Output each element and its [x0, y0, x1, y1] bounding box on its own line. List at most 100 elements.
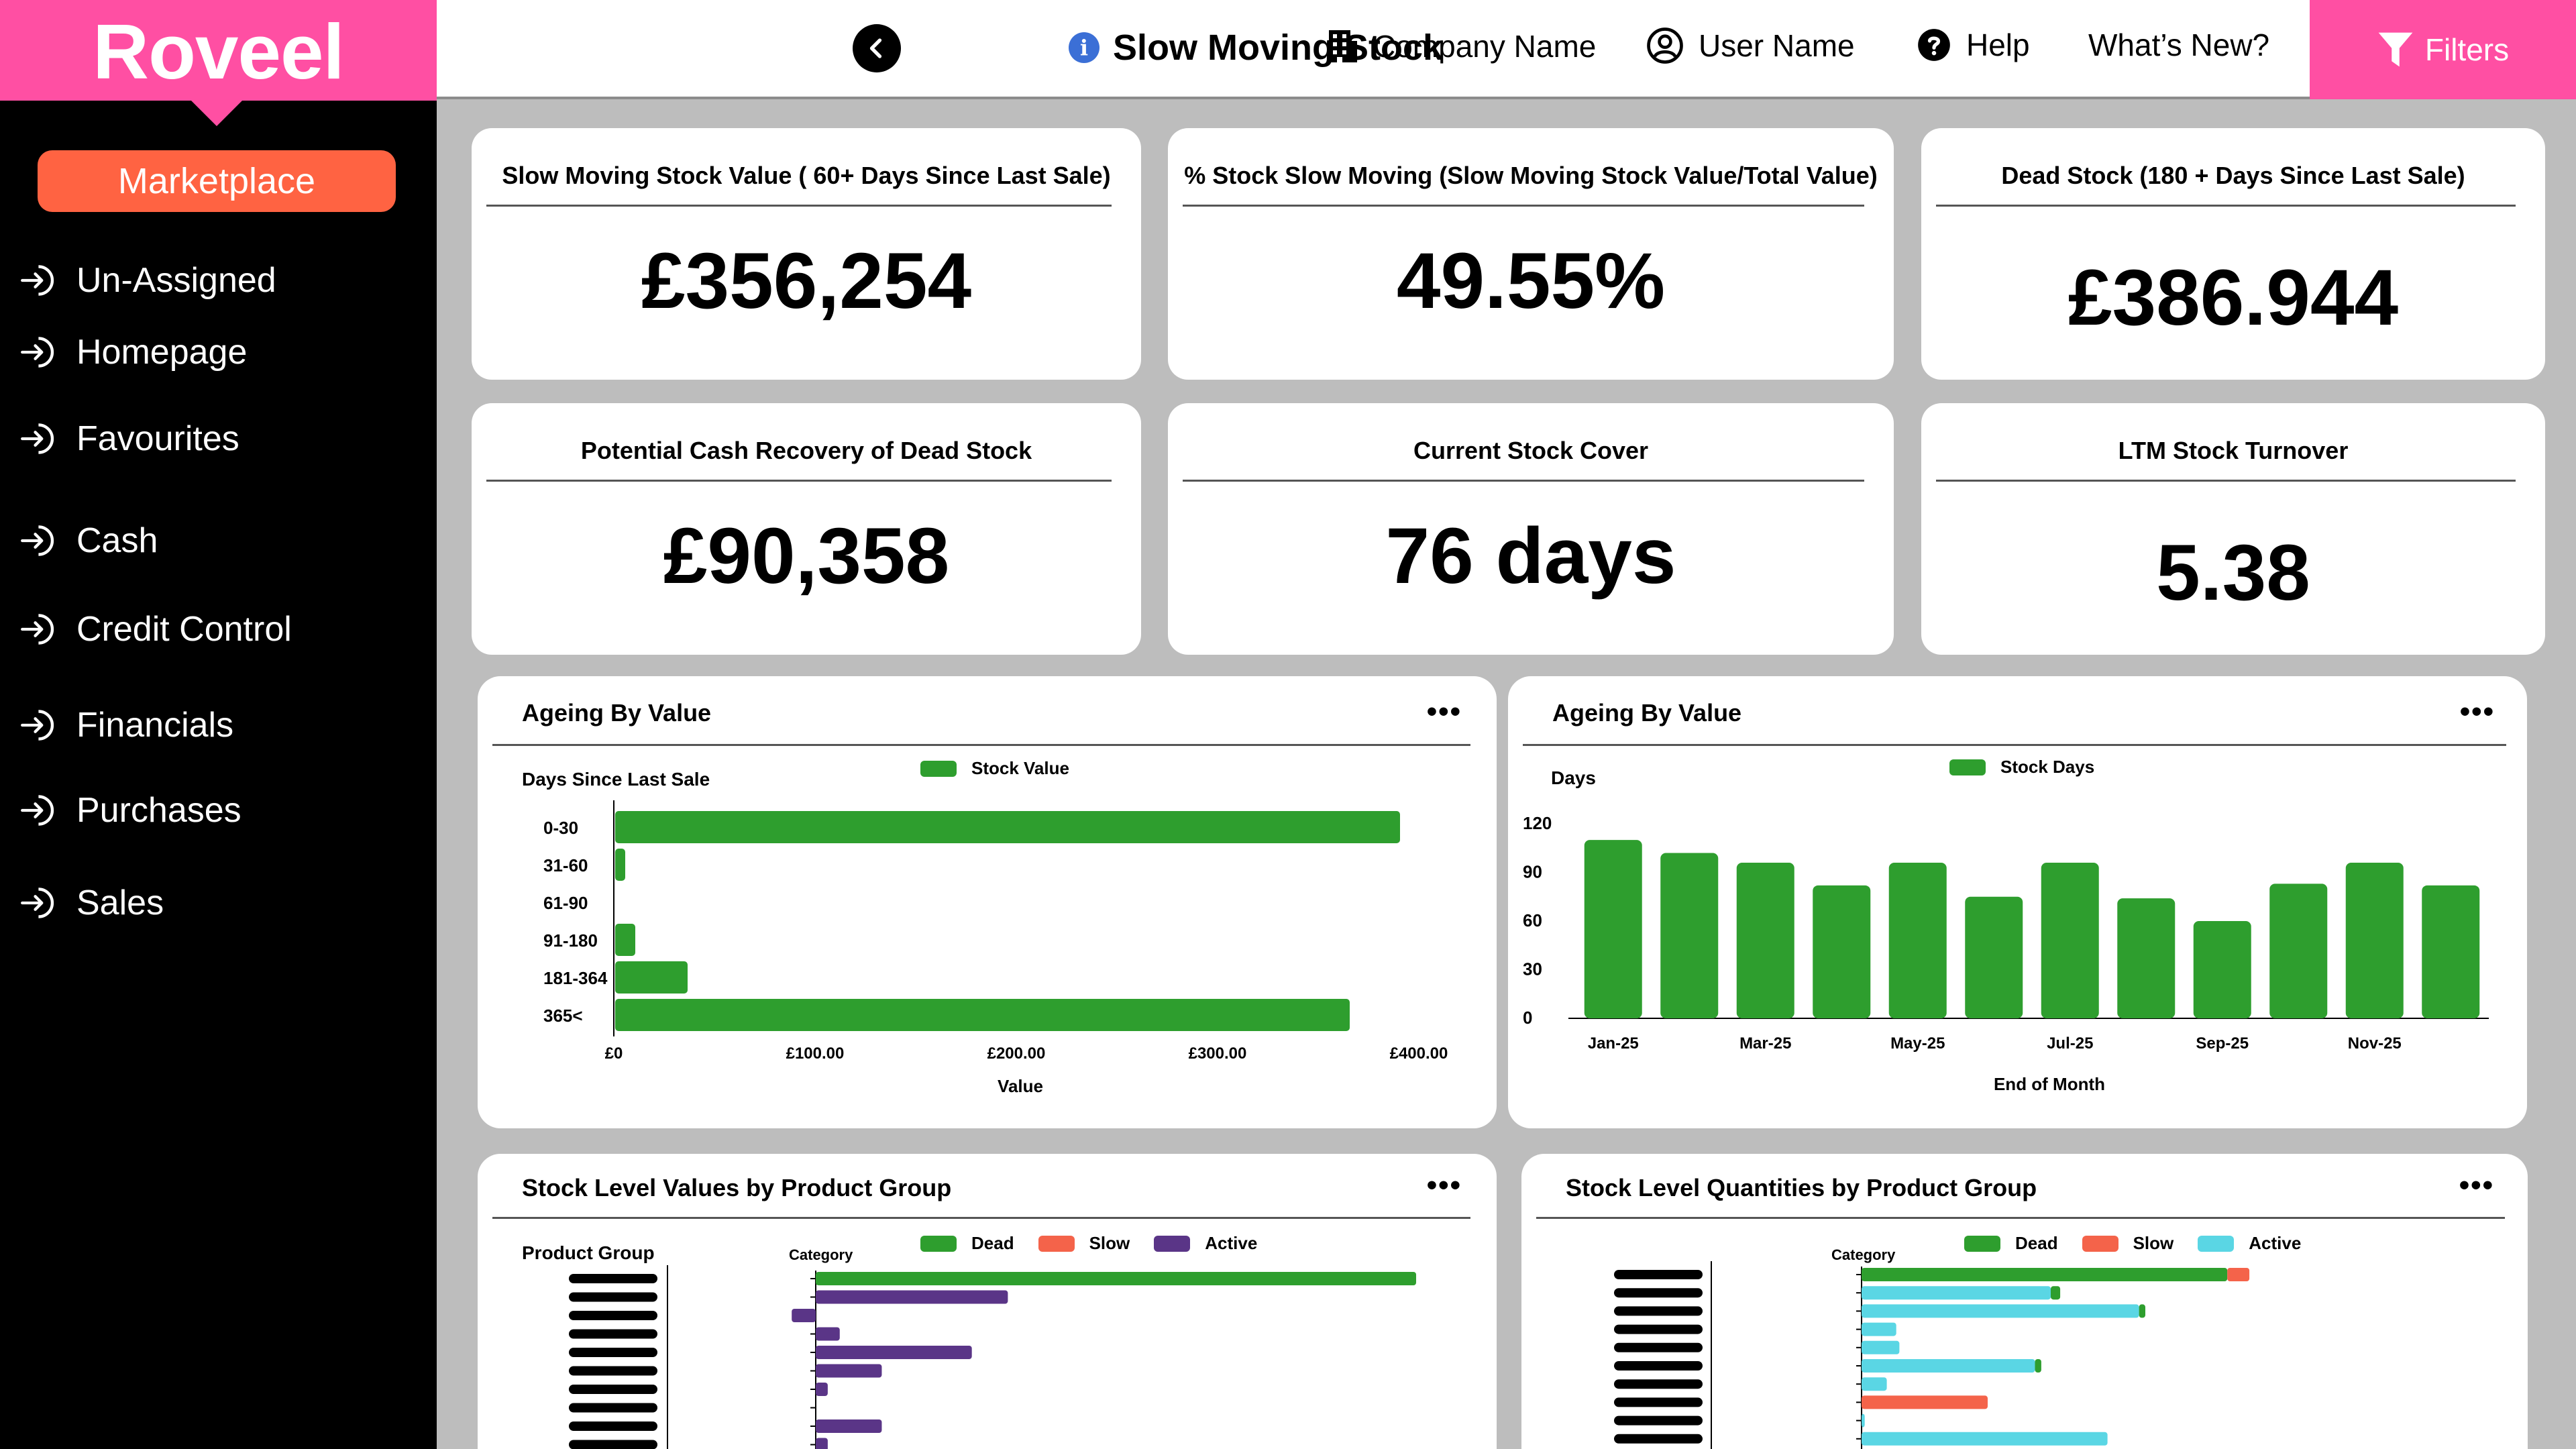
sidebar-item-homepage[interactable]: Homepage — [17, 325, 420, 379]
bar-Jan-25 — [1584, 840, 1642, 1018]
arrow-right-circle-icon — [21, 888, 54, 918]
category-label: Category — [1831, 1246, 1896, 1263]
bar-Dec-25 — [2422, 885, 2480, 1018]
redacted-label — [569, 1421, 657, 1431]
bar-active — [816, 1327, 840, 1341]
legend-label: Stock Days — [2000, 757, 2095, 777]
arrow-right-circle-icon — [21, 710, 54, 741]
kpi-label: % Stock Slow Moving (Slow Moving Stock V… — [1184, 162, 1878, 189]
bar-May-25 — [1888, 863, 1947, 1018]
legend-item: Active — [1154, 1233, 1257, 1254]
sidebar-item-label: Homepage — [76, 333, 248, 372]
more-options-icon[interactable]: ••• — [2459, 1169, 2494, 1201]
sidebar-item-favourites[interactable]: Favourites — [17, 412, 420, 466]
bar-active — [1862, 1432, 2108, 1446]
legend-label: Stock Value — [971, 758, 1069, 778]
x-tick-label: £300.00 — [1189, 1044, 1247, 1063]
redacted-label — [569, 1274, 657, 1283]
filters-label: Filters — [2424, 32, 2510, 67]
divider — [492, 744, 1470, 746]
bar-dead — [2035, 1359, 2041, 1373]
y-tick-label: 91-180 — [543, 930, 598, 951]
sidebar-item-un-assigned[interactable]: Un-Assigned — [17, 254, 420, 307]
bar-slow — [1862, 1395, 1988, 1409]
redacted-label — [569, 1403, 657, 1413]
arrow-right-circle-icon — [21, 265, 54, 296]
redacted-label — [1614, 1397, 1703, 1407]
sidebar-item-cash[interactable]: Cash — [17, 514, 420, 568]
kpi-label: Dead Stock (180 + Days Since Last Sale) — [2001, 162, 2465, 189]
back-button[interactable] — [853, 24, 901, 72]
kpi-label: Potential Cash Recovery of Dead Stock — [580, 437, 1032, 464]
whats-new-link[interactable]: What’s New? — [2088, 27, 2269, 63]
arrow-right-circle-icon — [21, 525, 54, 556]
x-tick-label: May-25 — [1890, 1034, 1945, 1053]
bar-Sep-25 — [2193, 921, 2251, 1018]
chart-legend: Stock Days — [1949, 757, 2118, 777]
bar-active — [1862, 1322, 1896, 1336]
chart-legend: Dead Slow Active — [1964, 1233, 2325, 1254]
bar-active — [816, 1364, 882, 1378]
x-tick-label: £100.00 — [786, 1044, 845, 1063]
more-options-icon[interactable]: ••• — [1426, 1169, 1462, 1201]
sidebar-item-purchases[interactable]: Purchases — [17, 784, 420, 837]
legend-swatch — [1154, 1235, 1191, 1252]
more-options-icon[interactable]: ••• — [2459, 695, 2495, 728]
redacted-label — [569, 1348, 657, 1357]
sidebar: Marketplace — [0, 101, 437, 1449]
legend-item: Active — [2198, 1233, 2301, 1254]
product-group-label: Product Group — [522, 1242, 655, 1263]
bar-31-60 — [615, 849, 625, 881]
redacted-label — [569, 1292, 657, 1302]
sidebar-item-financials[interactable]: Financials — [17, 698, 420, 752]
company-selector[interactable]: Company Name — [1326, 27, 1596, 66]
sidebar-item-label: Credit Control — [76, 610, 292, 649]
top-header: i Slow Moving Stock Company Name User Na… — [437, 0, 2576, 99]
whats-new-label: What’s New? — [2088, 28, 2270, 62]
y-tick-label: 60 — [1523, 910, 1542, 930]
redacted-label — [569, 1385, 657, 1394]
redacted-label — [1614, 1342, 1703, 1352]
panel-title: Stock Level Quantities by Product Group — [1566, 1174, 2037, 1201]
legend-label: Active — [1205, 1233, 1258, 1253]
filters-button[interactable]: Filters — [2310, 0, 2576, 99]
sidebar-item-sales[interactable]: Sales — [17, 876, 420, 930]
divider — [1183, 480, 1864, 482]
divider — [1936, 205, 2516, 207]
kpi-value: 5.38 — [2156, 529, 2310, 617]
bar-Apr-25 — [1813, 885, 1871, 1018]
marketplace-button[interactable]: Marketplace — [38, 150, 396, 212]
y-tick-label: 90 — [1523, 862, 1542, 882]
logo-area: Roveel — [0, 0, 437, 101]
logo-notch — [190, 99, 244, 126]
legend-swatch — [920, 760, 957, 777]
info-icon[interactable]: i — [1069, 32, 1099, 63]
arrow-right-circle-icon — [21, 614, 54, 645]
x-tick-label: £200.00 — [987, 1044, 1046, 1063]
kpi-label: LTM Stock Turnover — [2118, 437, 2349, 464]
page-title: Slow Moving Stock — [1113, 28, 1444, 68]
divider — [486, 205, 1112, 207]
redacted-label — [1614, 1324, 1703, 1334]
legend-swatch — [920, 1235, 957, 1252]
user-menu[interactable]: User Name — [1646, 27, 1855, 64]
y-tick-label: 0-30 — [543, 818, 578, 838]
sidebar-item-credit-control[interactable]: Credit Control — [17, 602, 420, 656]
x-tick-label: Mar-25 — [1739, 1034, 1791, 1053]
legend-item: Slow — [1038, 1233, 1130, 1254]
x-axis-title: Value — [998, 1076, 1043, 1096]
legend-item: Stock Value — [920, 758, 1069, 779]
sidebar-item-label: Favourites — [76, 419, 239, 458]
help-link[interactable]: Help — [1917, 27, 2030, 63]
user-icon — [1647, 28, 1683, 64]
bar-dead — [2051, 1286, 2061, 1300]
legend-label: Dead — [2015, 1233, 2058, 1253]
legend-swatch — [1964, 1235, 2000, 1252]
more-options-icon[interactable]: ••• — [1426, 695, 1462, 728]
legend-swatch — [1038, 1235, 1075, 1252]
bar-Jul-25 — [2041, 863, 2099, 1018]
y-tick-label: 31-60 — [543, 855, 588, 875]
stock-values-bar-chart — [569, 1265, 1416, 1449]
user-name: User Name — [1699, 28, 1855, 63]
bar-91-180 — [615, 924, 635, 956]
